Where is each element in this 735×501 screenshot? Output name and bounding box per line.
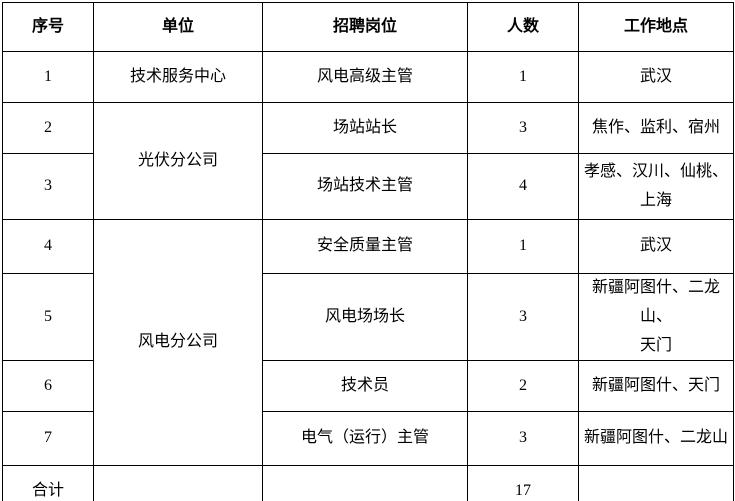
total-count-cell: 17 xyxy=(467,465,579,501)
cell-count: 4 xyxy=(467,153,579,220)
cell-count: 3 xyxy=(467,272,579,362)
cell-position: 安全质量主管 xyxy=(262,219,468,274)
header-serial: 序号 xyxy=(2,2,94,52)
cell-position: 场站站长 xyxy=(262,102,468,154)
cell-unit-merged: 风电分公司 xyxy=(93,218,263,467)
cell-location: 孝感、汉川、仙桃、 上海 xyxy=(578,153,734,220)
total-unit-cell-empty xyxy=(93,465,263,501)
cell-serial: 5 xyxy=(2,272,94,362)
cell-serial: 7 xyxy=(2,411,94,467)
cell-count: 2 xyxy=(467,360,579,413)
cell-serial: 2 xyxy=(2,102,94,154)
cell-location: 焦作、监利、宿州 xyxy=(578,102,734,154)
table-row: 6 技术员 2 新疆阿图什、天门 xyxy=(2,360,734,413)
cell-count: 3 xyxy=(467,102,579,154)
cell-location: 新疆阿图什、二龙山 xyxy=(578,411,734,467)
header-position: 招聘岗位 xyxy=(262,2,468,52)
total-label-cell: 合计 xyxy=(2,465,94,501)
cell-count: 1 xyxy=(467,51,579,103)
cell-serial: 6 xyxy=(2,360,94,413)
cell-count: 1 xyxy=(467,219,579,274)
cell-location: 新疆阿图什、二龙山、 天门 xyxy=(578,272,734,362)
cell-serial: 1 xyxy=(2,51,94,103)
header-row: 序号 单位 招聘岗位 人数 工作地点 xyxy=(2,2,734,52)
table-row: 2 光伏分公司 场站站长 3 焦作、监利、宿州 xyxy=(2,102,734,220)
total-location-cell-empty xyxy=(578,465,734,501)
cell-location: 新疆阿图什、天门 xyxy=(578,360,734,413)
cell-count: 3 xyxy=(467,411,579,467)
cell-unit-merged: 光伏分公司 xyxy=(93,102,263,220)
cell-position: 风电场场长 xyxy=(262,272,468,362)
total-position-cell-empty xyxy=(262,465,468,501)
cell-unit: 技术服务中心 xyxy=(93,51,263,103)
table-row: 3 场站技术主管 4 孝感、汉川、仙桃、 上海 xyxy=(2,153,734,220)
total-row: 合计 17 xyxy=(2,465,734,501)
header-count: 人数 xyxy=(467,2,579,52)
table-row: 1 技术服务中心 风电高级主管 1 武汉 xyxy=(2,51,734,103)
header-unit: 单位 xyxy=(93,2,263,52)
cell-position: 风电高级主管 xyxy=(262,51,468,103)
cell-position: 场站技术主管 xyxy=(262,153,468,220)
cell-location: 武汉 xyxy=(578,51,734,103)
table-row: 5 风电场场长 3 新疆阿图什、二龙山、 天门 xyxy=(2,272,734,362)
cell-serial: 4 xyxy=(2,219,94,274)
cell-position: 电气（运行）主管 xyxy=(262,411,468,467)
cell-position: 技术员 xyxy=(262,360,468,413)
table-row: 4 风电分公司 安全质量主管 1 武汉 xyxy=(2,218,734,467)
header-location: 工作地点 xyxy=(578,2,734,52)
cell-serial: 3 xyxy=(2,153,94,220)
cell-location: 武汉 xyxy=(578,219,734,274)
